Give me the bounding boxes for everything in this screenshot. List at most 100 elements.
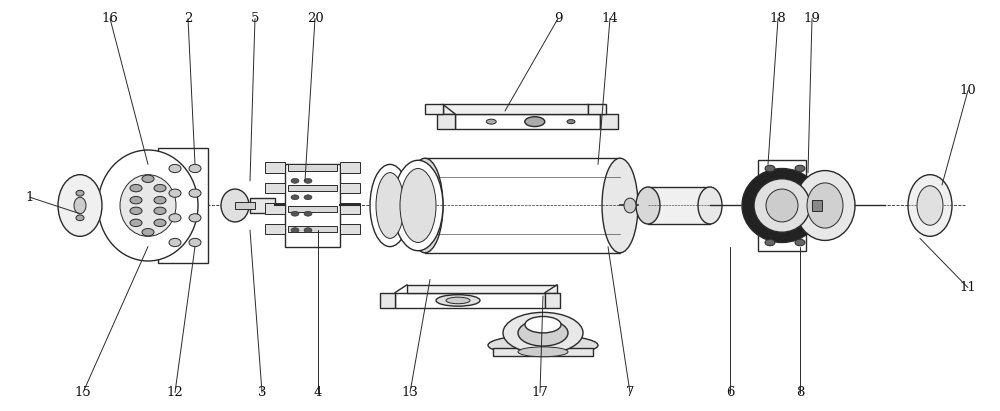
Text: 18: 18 — [770, 12, 786, 25]
Ellipse shape — [917, 186, 943, 225]
Bar — [340, 162, 360, 173]
Text: 19: 19 — [804, 12, 820, 25]
Ellipse shape — [169, 214, 181, 222]
Bar — [455, 114, 600, 129]
Bar — [380, 293, 395, 308]
Ellipse shape — [58, 175, 102, 236]
Ellipse shape — [486, 119, 496, 124]
Ellipse shape — [567, 120, 575, 124]
Bar — [340, 224, 360, 234]
Text: 12: 12 — [167, 386, 183, 399]
Text: 2: 2 — [184, 12, 192, 25]
Bar — [493, 348, 593, 356]
Bar — [265, 162, 285, 173]
Ellipse shape — [291, 195, 299, 200]
Bar — [437, 114, 455, 129]
Ellipse shape — [130, 196, 142, 204]
Bar — [588, 104, 606, 114]
Ellipse shape — [130, 207, 142, 215]
Bar — [288, 185, 337, 191]
Bar — [158, 148, 208, 263]
Ellipse shape — [795, 165, 805, 172]
Ellipse shape — [130, 219, 142, 226]
Ellipse shape — [154, 185, 166, 192]
Ellipse shape — [624, 198, 636, 213]
Ellipse shape — [698, 187, 722, 224]
Ellipse shape — [376, 173, 404, 238]
Text: 3: 3 — [258, 386, 266, 399]
Ellipse shape — [98, 150, 198, 261]
Bar — [340, 203, 360, 214]
Ellipse shape — [400, 169, 436, 242]
Text: 8: 8 — [796, 386, 804, 399]
Text: 1: 1 — [26, 191, 34, 204]
Text: 9: 9 — [554, 12, 562, 25]
Ellipse shape — [370, 164, 410, 247]
Ellipse shape — [142, 229, 154, 236]
Ellipse shape — [142, 175, 154, 182]
Bar — [407, 285, 557, 293]
Text: 17: 17 — [532, 386, 548, 399]
Ellipse shape — [765, 165, 775, 172]
Ellipse shape — [518, 347, 568, 357]
Ellipse shape — [291, 228, 299, 233]
Ellipse shape — [503, 312, 583, 353]
Ellipse shape — [189, 214, 201, 222]
Text: 6: 6 — [726, 386, 734, 399]
Ellipse shape — [304, 178, 312, 183]
Bar — [288, 206, 337, 212]
Bar — [425, 158, 620, 253]
Ellipse shape — [765, 239, 775, 246]
Ellipse shape — [304, 195, 312, 200]
Bar — [340, 183, 360, 193]
Ellipse shape — [120, 175, 176, 236]
Ellipse shape — [154, 196, 166, 204]
Ellipse shape — [304, 228, 312, 233]
Text: 11: 11 — [960, 281, 976, 294]
Text: 7: 7 — [626, 386, 634, 399]
Ellipse shape — [189, 238, 201, 247]
Text: 5: 5 — [251, 12, 259, 25]
Text: 20: 20 — [307, 12, 323, 25]
Ellipse shape — [154, 207, 166, 215]
Ellipse shape — [807, 183, 843, 228]
Ellipse shape — [602, 158, 638, 253]
Ellipse shape — [436, 295, 480, 306]
Bar — [812, 200, 822, 211]
Bar — [288, 226, 337, 232]
Ellipse shape — [189, 164, 201, 173]
Ellipse shape — [446, 297, 470, 304]
Ellipse shape — [130, 185, 142, 192]
Text: 4: 4 — [314, 386, 322, 399]
Ellipse shape — [154, 219, 166, 226]
Bar — [758, 160, 806, 251]
Bar — [285, 164, 340, 247]
Ellipse shape — [74, 197, 86, 214]
Text: 13: 13 — [402, 386, 418, 399]
Ellipse shape — [766, 189, 798, 222]
Ellipse shape — [636, 187, 660, 224]
Ellipse shape — [169, 238, 181, 247]
Ellipse shape — [407, 158, 443, 253]
Text: 16: 16 — [102, 12, 118, 25]
Bar — [235, 202, 255, 209]
Ellipse shape — [304, 211, 312, 216]
Bar — [443, 104, 588, 114]
Ellipse shape — [742, 169, 822, 242]
Bar — [265, 203, 285, 214]
Ellipse shape — [189, 189, 201, 197]
Ellipse shape — [754, 179, 810, 232]
Ellipse shape — [518, 320, 568, 346]
Ellipse shape — [795, 239, 805, 246]
Bar — [250, 198, 275, 213]
Ellipse shape — [488, 335, 598, 356]
Ellipse shape — [393, 160, 443, 251]
Bar — [288, 164, 337, 171]
Ellipse shape — [291, 178, 299, 183]
Ellipse shape — [525, 316, 561, 333]
Ellipse shape — [169, 164, 181, 173]
Bar — [265, 183, 285, 193]
Bar — [545, 293, 560, 308]
Text: 14: 14 — [602, 12, 618, 25]
Ellipse shape — [76, 215, 84, 221]
